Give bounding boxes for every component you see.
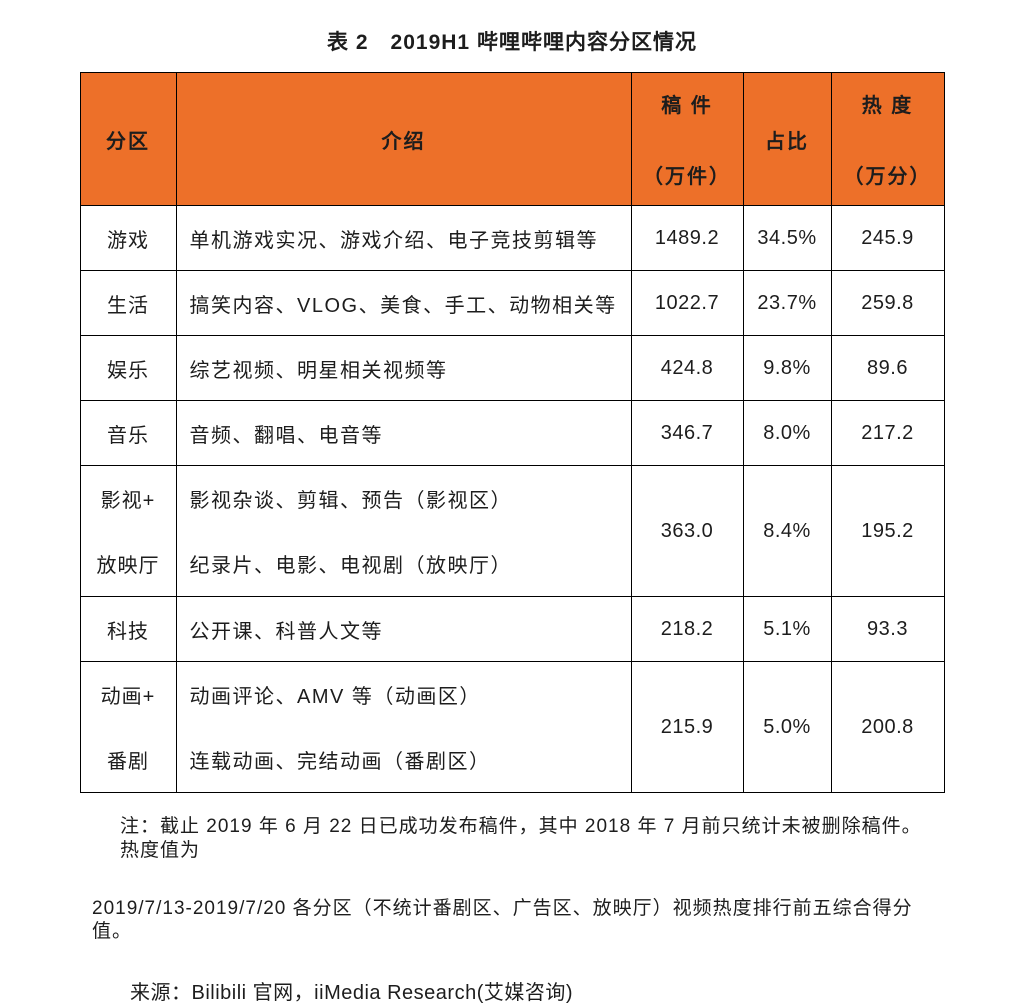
table-row-tech: 科技 公开课、科普人文等 218.2 5.1% 93.3 [79,596,945,662]
share-cell: 8.0% [742,400,832,466]
table-row-film-cinema: 影视+ 放映厅 影视杂谈、剪辑、预告（影视区） 纪录片、电影、电视剧（放映厅） … [79,465,945,597]
description-stack: 动画评论、AMV 等（动画区） 连载动画、完结动画（番剧区） [177,662,631,792]
category-stack: 动画+ 番剧 [81,662,176,792]
heat-cell: 245.9 [830,205,945,271]
category-cell: 娱乐 [79,335,177,401]
heat-cell: 200.8 [830,661,945,793]
source-line: 来源：Bilibili 官网，iiMedia Research(艾媒咨询) [130,982,574,1004]
header-share: 占比 [742,72,832,206]
footnotes: 注：截止 2019 年 6 月 22 日已成功发布稿件，其中 2018 年 7 … [92,815,932,944]
share-cell: 34.5% [742,205,832,271]
submissions-cell: 346.7 [630,400,744,466]
description-cell: 音频、翻唱、电音等 [175,400,632,466]
description-stack: 影视杂谈、剪辑、预告（影视区） 纪录片、电影、电视剧（放映厅） [177,466,631,596]
table-header-row: 分区 介绍 稿 件 （万件） 占比 热 度 （万分） [79,72,945,206]
share-cell: 8.4% [742,465,832,597]
share-cell: 9.8% [742,335,832,401]
category-cell: 生活 [79,270,177,336]
header-heat-line2: （万分） [843,166,932,188]
heat-cell: 195.2 [830,465,945,597]
description-line1: 动画评论、AMV 等（动画区） [189,686,481,708]
content-partition-table: 分区 介绍 稿 件 （万件） 占比 热 度 （万分） [79,72,945,793]
description-line1: 影视杂谈、剪辑、预告（影视区） [189,490,512,512]
description-cell: 影视杂谈、剪辑、预告（影视区） 纪录片、电影、电视剧（放映厅） [175,465,632,597]
description-cell: 搞笑内容、VLOG、美食、手工、动物相关等 [175,270,632,336]
submissions-cell: 218.2 [630,596,744,662]
description-cell: 单机游戏实况、游戏介绍、电子竞技剪辑等 [175,205,632,271]
submissions-cell: 1489.2 [630,205,744,271]
heat-cell: 93.3 [830,596,945,662]
header-submissions-stack: 稿 件 （万件） [632,73,743,205]
category-stack: 影视+ 放映厅 [81,466,176,596]
description-line2: 连载动画、完结动画（番剧区） [189,751,491,773]
header-submissions-line2: （万件） [643,166,731,188]
table-head: 分区 介绍 稿 件 （万件） 占比 热 度 （万分） [79,72,945,206]
description-cell: 综艺视频、明星相关视频等 [175,335,632,401]
category-cell: 动画+ 番剧 [79,661,177,793]
category-cell: 科技 [79,596,177,662]
header-submissions-line1: 稿 件 [661,95,713,117]
description-line2: 纪录片、电影、电视剧（放映厅） [189,555,512,577]
heat-cell: 89.6 [830,335,945,401]
header-heat-stack: 热 度 （万分） [832,73,944,205]
table-body: 游戏 单机游戏实况、游戏介绍、电子竞技剪辑等 1489.2 34.5% 245.… [79,205,945,793]
table-row-anime-bangumi: 动画+ 番剧 动画评论、AMV 等（动画区） 连载动画、完结动画（番剧区） 21… [79,661,945,793]
table-row-entertainment: 娱乐 综艺视频、明星相关视频等 424.8 9.8% 89.6 [79,335,945,401]
category-cell: 游戏 [79,205,177,271]
header-category: 分区 [79,72,177,206]
category-line1: 影视+ [100,490,156,512]
submissions-cell: 215.9 [630,661,744,793]
submissions-cell: 363.0 [630,465,744,597]
share-cell: 23.7% [742,270,832,336]
heat-cell: 217.2 [830,400,945,466]
category-line2: 番剧 [107,751,149,773]
table-row-game: 游戏 单机游戏实况、游戏介绍、电子竞技剪辑等 1489.2 34.5% 245.… [79,205,945,271]
footnote-line1: 注：截止 2019 年 6 月 22 日已成功发布稿件，其中 2018 年 7 … [120,816,922,861]
heat-cell: 259.8 [830,270,945,336]
category-line1: 动画+ [100,686,156,708]
header-heat-line1: 热 度 [861,95,914,117]
footnote-line2: 2019/7/13-2019/7/20 各分区（不统计番剧区、广告区、放映厅）视… [92,897,913,943]
category-cell: 音乐 [79,400,177,466]
table-title: 表 2 2019H1 哔哩哔哩内容分区情况 [327,31,697,54]
category-cell: 影视+ 放映厅 [79,465,177,597]
table-row-music: 音乐 音频、翻唱、电音等 346.7 8.0% 217.2 [79,400,945,466]
description-cell: 动画评论、AMV 等（动画区） 连载动画、完结动画（番剧区） [175,661,632,793]
submissions-cell: 1022.7 [630,270,744,336]
table-row-life: 生活 搞笑内容、VLOG、美食、手工、动物相关等 1022.7 23.7% 25… [79,270,945,336]
description-cell: 公开课、科普人文等 [175,596,632,662]
header-heat: 热 度 （万分） [830,72,945,206]
share-cell: 5.1% [742,596,832,662]
category-line2: 放映厅 [96,555,160,577]
share-cell: 5.0% [742,661,832,793]
header-description: 介绍 [175,72,632,206]
header-submissions: 稿 件 （万件） [630,72,744,206]
submissions-cell: 424.8 [630,335,744,401]
